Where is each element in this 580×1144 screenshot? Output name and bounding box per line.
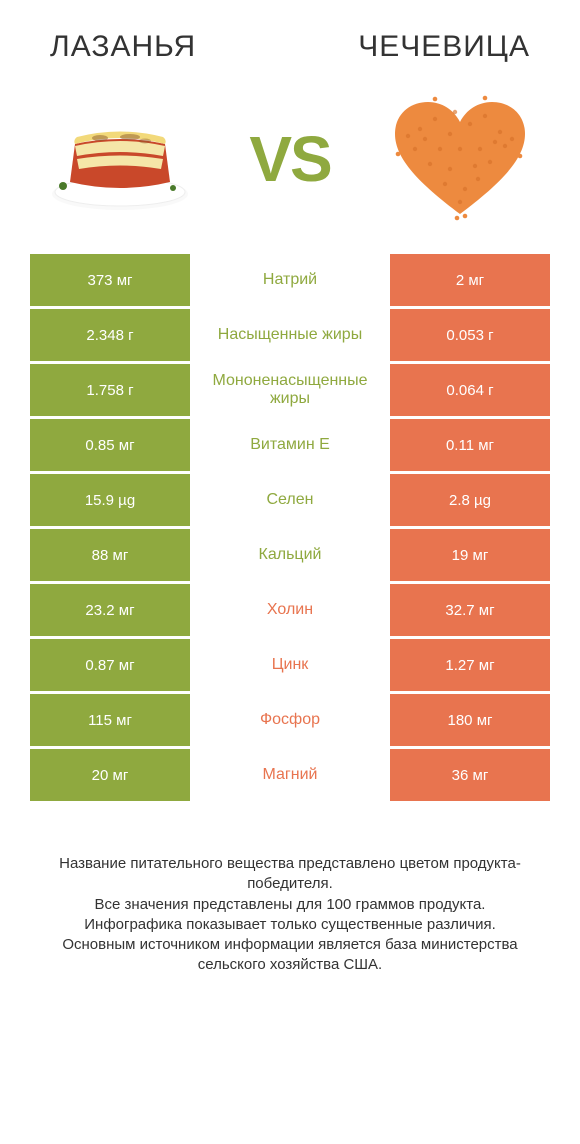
table-row: 115 мгФосфор180 мг xyxy=(30,694,550,746)
nutrient-label-cell: Насыщенные жиры xyxy=(190,309,390,361)
left-value-cell: 15.9 µg xyxy=(30,474,190,526)
nutrient-label-cell: Натрий xyxy=(190,254,390,306)
left-food-title: ЛАЗАНЬЯ xyxy=(50,30,196,64)
left-value-cell: 0.87 мг xyxy=(30,639,190,691)
images-row: VS xyxy=(0,84,580,254)
footer-line: Название питательного вещества представл… xyxy=(30,854,550,895)
footer-line: Основным источником информации является … xyxy=(30,935,550,976)
right-value-cell: 180 мг xyxy=(390,694,550,746)
nutrient-label-cell: Холин xyxy=(190,584,390,636)
right-food-title: ЧЕЧЕВИЦА xyxy=(358,30,530,64)
right-value-cell: 19 мг xyxy=(390,529,550,581)
left-value-cell: 0.85 мг xyxy=(30,419,190,471)
vs-label: VS xyxy=(249,122,330,196)
table-row: 2.348 гНасыщенные жиры0.053 г xyxy=(30,309,550,361)
nutrient-label-cell: Мононенасыщенные жиры xyxy=(190,364,390,416)
right-value-cell: 0.053 г xyxy=(390,309,550,361)
table-row: 1.758 гМононенасыщенные жиры0.064 г xyxy=(30,364,550,416)
nutrient-label-cell: Витамин E xyxy=(190,419,390,471)
header: ЛАЗАНЬЯ ЧЕЧЕВИЦА xyxy=(0,0,580,84)
left-value-cell: 373 мг xyxy=(30,254,190,306)
footer-line: Инфографика показывает только существенн… xyxy=(30,915,550,935)
right-value-cell: 32.7 мг xyxy=(390,584,550,636)
table-row: 23.2 мгХолин32.7 мг xyxy=(30,584,550,636)
left-value-cell: 1.758 г xyxy=(30,364,190,416)
left-value-cell: 23.2 мг xyxy=(30,584,190,636)
right-value-cell: 36 мг xyxy=(390,749,550,801)
nutrient-label-cell: Кальций xyxy=(190,529,390,581)
right-value-cell: 0.11 мг xyxy=(390,419,550,471)
right-value-cell: 1.27 мг xyxy=(390,639,550,691)
footer-notes: Название питательного вещества представл… xyxy=(0,804,580,996)
lentil-image xyxy=(380,94,540,224)
table-row: 15.9 µgСелен2.8 µg xyxy=(30,474,550,526)
nutrient-label-cell: Фосфор xyxy=(190,694,390,746)
nutrient-label-cell: Магний xyxy=(190,749,390,801)
table-row: 20 мгМагний36 мг xyxy=(30,749,550,801)
lasagna-image xyxy=(40,94,200,224)
left-value-cell: 2.348 г xyxy=(30,309,190,361)
left-value-cell: 115 мг xyxy=(30,694,190,746)
left-value-cell: 20 мг xyxy=(30,749,190,801)
table-row: 88 мгКальций19 мг xyxy=(30,529,550,581)
right-value-cell: 2.8 µg xyxy=(390,474,550,526)
table-row: 373 мгНатрий2 мг xyxy=(30,254,550,306)
table-row: 0.85 мгВитамин E0.11 мг xyxy=(30,419,550,471)
left-value-cell: 88 мг xyxy=(30,529,190,581)
footer-line: Все значения представлены для 100 граммо… xyxy=(30,895,550,915)
nutrient-label-cell: Селен xyxy=(190,474,390,526)
nutrient-label-cell: Цинк xyxy=(190,639,390,691)
table-row: 0.87 мгЦинк1.27 мг xyxy=(30,639,550,691)
nutrition-table: 373 мгНатрий2 мг2.348 гНасыщенные жиры0.… xyxy=(0,254,580,801)
right-value-cell: 0.064 г xyxy=(390,364,550,416)
right-value-cell: 2 мг xyxy=(390,254,550,306)
